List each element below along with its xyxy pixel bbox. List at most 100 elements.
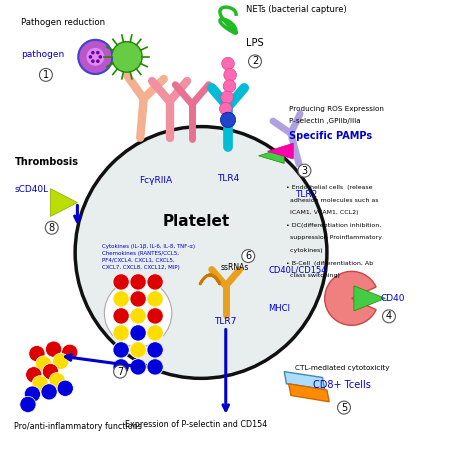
Circle shape (130, 359, 146, 375)
Circle shape (219, 102, 232, 115)
Polygon shape (354, 286, 385, 311)
Wedge shape (325, 272, 376, 325)
Text: 8: 8 (49, 223, 55, 233)
Circle shape (32, 376, 48, 392)
Circle shape (36, 356, 52, 372)
Text: adhesion molecules such as: adhesion molecules such as (286, 198, 379, 202)
Circle shape (130, 308, 146, 324)
Text: TLR2: TLR2 (296, 189, 318, 198)
Circle shape (130, 359, 146, 375)
Circle shape (89, 55, 92, 59)
Text: 7: 7 (117, 367, 123, 377)
Circle shape (57, 380, 73, 396)
Circle shape (96, 51, 100, 55)
Circle shape (223, 80, 236, 92)
Circle shape (113, 325, 129, 341)
Text: cytokines): cytokines) (286, 248, 323, 253)
Polygon shape (289, 384, 329, 402)
Text: Producing ROS Expression: Producing ROS Expression (289, 106, 383, 112)
Text: Thrombosis: Thrombosis (14, 157, 78, 167)
Circle shape (113, 325, 129, 341)
Circle shape (147, 359, 163, 375)
Circle shape (113, 291, 129, 307)
Polygon shape (50, 189, 77, 216)
Circle shape (130, 291, 146, 307)
Circle shape (147, 291, 163, 307)
Circle shape (147, 291, 163, 307)
Text: TLR4: TLR4 (217, 174, 239, 183)
Circle shape (130, 342, 146, 358)
Circle shape (130, 291, 146, 307)
Circle shape (130, 325, 146, 341)
Text: 1: 1 (43, 70, 49, 80)
Circle shape (113, 291, 129, 307)
Circle shape (130, 274, 146, 290)
Circle shape (130, 342, 146, 358)
Circle shape (75, 127, 327, 378)
Text: • B-Cell  (differentiation, Ab: • B-Cell (differentiation, Ab (286, 261, 374, 266)
Circle shape (147, 308, 163, 324)
Circle shape (91, 51, 95, 55)
Circle shape (113, 308, 129, 324)
Circle shape (104, 280, 172, 347)
Text: suppression Proinflammatory: suppression Proinflammatory (286, 235, 383, 240)
Text: Platelet: Platelet (163, 213, 230, 229)
Text: FcγRIIA: FcγRIIA (139, 176, 173, 185)
Text: TLR7: TLR7 (215, 317, 237, 326)
Circle shape (224, 69, 237, 81)
Circle shape (147, 308, 163, 324)
Circle shape (147, 274, 163, 290)
Text: ssRNAs: ssRNAs (220, 263, 249, 272)
Text: ICAM1, VCAM1, CCL2): ICAM1, VCAM1, CCL2) (286, 210, 359, 215)
Circle shape (24, 386, 40, 402)
Text: 4: 4 (386, 311, 392, 321)
Polygon shape (259, 148, 284, 163)
Text: 2: 2 (252, 56, 258, 66)
Circle shape (42, 364, 58, 380)
Text: 6: 6 (245, 251, 251, 261)
Circle shape (96, 60, 100, 63)
Text: LPS: LPS (246, 37, 264, 48)
Text: • Endothelial cells  (release: • Endothelial cells (release (286, 185, 373, 190)
Circle shape (91, 60, 95, 63)
Text: CD40L/CD154: CD40L/CD154 (268, 266, 327, 275)
Text: 5: 5 (341, 403, 347, 413)
Circle shape (130, 274, 146, 290)
Circle shape (113, 359, 129, 375)
Text: CD8+ Tcells: CD8+ Tcells (313, 380, 371, 390)
Circle shape (99, 55, 102, 59)
Text: Pro/anti-inflammatory functions: Pro/anti-inflammatory functions (14, 422, 142, 431)
Text: sCD40L: sCD40L (14, 185, 48, 194)
Circle shape (113, 308, 129, 324)
Text: MHCI: MHCI (268, 304, 291, 313)
Circle shape (222, 57, 234, 70)
Text: • DC(differentiation inhibition,: • DC(differentiation inhibition, (286, 223, 382, 228)
Text: Expression of P-selectin and CD154: Expression of P-selectin and CD154 (126, 420, 268, 429)
Text: Pathogen reduction: Pathogen reduction (21, 18, 105, 28)
Circle shape (113, 342, 129, 358)
Circle shape (41, 384, 57, 400)
Circle shape (53, 353, 69, 369)
Circle shape (147, 342, 163, 358)
Circle shape (26, 367, 42, 383)
Circle shape (29, 345, 45, 362)
Circle shape (20, 396, 36, 413)
Circle shape (221, 91, 233, 104)
Circle shape (220, 112, 236, 128)
Polygon shape (268, 143, 293, 159)
Text: Cytokines (IL-1β, IL-6, IL-8, TNF-α)
Chemokines (RANTES/CCL5,
PF4/CXCL4, CXCL1, : Cytokines (IL-1β, IL-6, IL-8, TNF-α) Che… (102, 244, 195, 270)
Circle shape (147, 274, 163, 290)
Circle shape (130, 308, 146, 324)
Text: NETs (bacterial capture): NETs (bacterial capture) (246, 5, 347, 14)
Circle shape (147, 359, 163, 375)
Text: CD40: CD40 (381, 294, 405, 303)
Text: pathogen: pathogen (21, 50, 64, 59)
Circle shape (147, 325, 163, 341)
Circle shape (62, 344, 78, 360)
Circle shape (147, 342, 163, 358)
Polygon shape (284, 372, 325, 390)
Circle shape (49, 373, 65, 389)
Circle shape (130, 325, 146, 341)
Text: CTL-mediated cytotoxicity: CTL-mediated cytotoxicity (295, 365, 390, 371)
Circle shape (113, 274, 129, 290)
